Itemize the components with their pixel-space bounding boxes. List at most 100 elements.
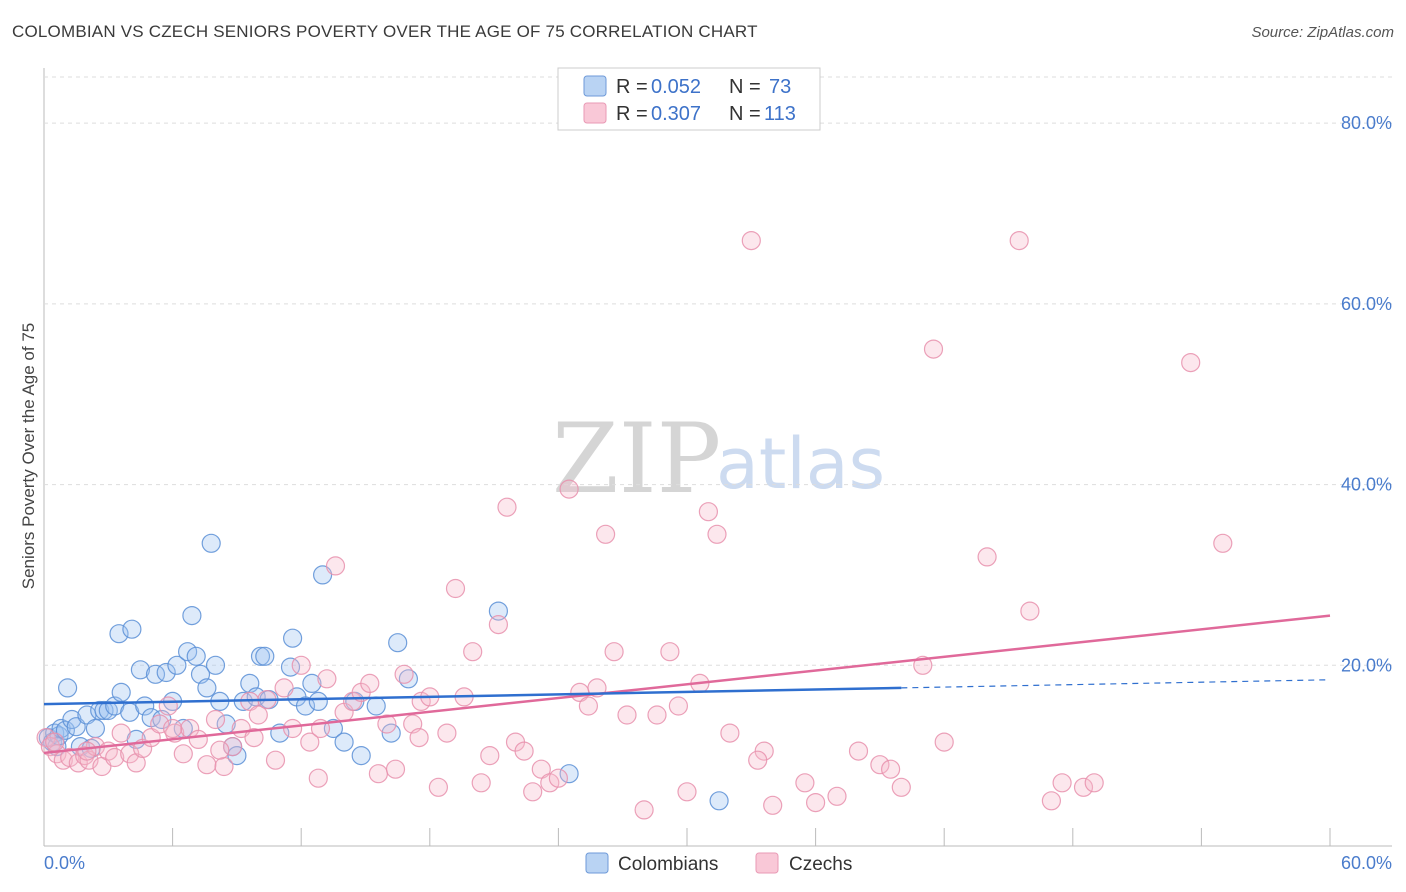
czech-point: [540, 773, 560, 793]
czech-point: [377, 714, 397, 734]
legend-series: Colombians Czechs: [585, 852, 852, 875]
czech-point: [248, 705, 268, 725]
colombian-point: [351, 745, 371, 766]
chart-title: COLOMBIAN VS CZECH SENIORS POVERTY OVER …: [12, 22, 758, 41]
czech-point: [1041, 791, 1062, 811]
czech-point: [634, 800, 654, 820]
czech-point: [977, 547, 997, 567]
czech-point: [214, 756, 234, 777]
bottom-legend-swatch-colombians: [585, 852, 609, 874]
x-tick-label-min: 0.0%: [44, 853, 85, 873]
colombian-point: [559, 764, 579, 784]
y-axis-label: Seniors Poverty Over the Age of 75: [19, 323, 38, 589]
colombian-point: [255, 646, 275, 666]
colombian-point: [381, 723, 401, 743]
colombian-point: [156, 662, 176, 683]
colombian-point: [94, 700, 114, 721]
czech-point: [1181, 353, 1201, 373]
czech-point: [805, 792, 826, 813]
czech-point: [870, 755, 890, 775]
legend-n-label-colombians: N =: [729, 76, 761, 98]
watermark: ZIP atlas: [552, 403, 885, 515]
bottom-legend-label-czechs: Czechs: [789, 854, 852, 875]
czech-point: [1073, 777, 1094, 797]
colombian-point: [167, 655, 187, 675]
legend-r-label-czechs: R =: [616, 103, 648, 125]
x-axis-ticks: [43, 828, 1331, 846]
bottom-legend-swatch-czechs: [755, 852, 779, 874]
czech-point: [595, 524, 616, 544]
watermark-atlas: atlas: [716, 423, 885, 505]
colombian-point: [197, 678, 217, 698]
czech-point: [437, 723, 457, 743]
czech-point: [1213, 533, 1233, 553]
colombian-point: [334, 732, 354, 752]
colombian-point: [388, 633, 408, 653]
colombian-point: [182, 605, 202, 626]
czech-point: [698, 502, 719, 522]
legend-n-label-czechs: N =: [729, 103, 761, 125]
czech-point: [471, 773, 491, 793]
czech-point: [409, 727, 429, 748]
y-tick-label: 80.0%: [1341, 113, 1392, 133]
czechs-trend-line: [43, 614, 1331, 755]
czech-point: [578, 696, 599, 716]
czech-point: [647, 705, 667, 725]
czech-point: [300, 732, 320, 752]
czech-point: [720, 723, 740, 743]
legend-swatch-colombians: [583, 75, 607, 97]
colombian-point: [122, 619, 142, 639]
colombian-point: [178, 642, 198, 662]
czech-point: [741, 231, 761, 251]
czech-point: [210, 740, 230, 760]
czech-point: [548, 768, 569, 788]
czech-point: [445, 578, 466, 599]
legend-stats: R = 0.052 N = 73 R = 0.307 N = 113: [557, 67, 821, 131]
colombian-point: [111, 682, 131, 703]
czech-point: [45, 732, 65, 752]
czech-point: [748, 750, 768, 770]
czech-point: [173, 744, 193, 764]
legend-n-value-czechs: 113: [764, 103, 796, 125]
czech-point: [795, 773, 815, 793]
colombian-point: [488, 601, 508, 621]
colombian-point: [186, 646, 206, 666]
czech-point: [617, 705, 637, 725]
x-tick-label-max: 60.0%: [1341, 853, 1392, 873]
czech-point: [163, 718, 183, 739]
colombian-point: [283, 628, 303, 648]
y-tick-label: 40.0%: [1341, 475, 1392, 495]
czech-point: [660, 642, 680, 662]
colombian-point: [250, 646, 271, 666]
czech-point: [360, 673, 380, 694]
czech-point: [668, 696, 689, 716]
y-tick-label: 60.0%: [1341, 294, 1392, 314]
czech-point: [934, 732, 954, 752]
czech-point: [707, 524, 727, 544]
czech-point: [105, 747, 125, 768]
legend-r-label-colombians: R =: [616, 76, 648, 98]
legend-n-value-colombians: 73: [769, 76, 791, 98]
czech-point: [480, 745, 500, 766]
czech-point: [325, 556, 346, 576]
colombian-point: [709, 791, 729, 811]
czech-point: [891, 777, 911, 797]
czech-point: [111, 723, 131, 743]
colombian-point: [295, 696, 316, 716]
czech-point: [291, 655, 311, 675]
chart-source: Source: ZipAtlas.com: [1251, 24, 1394, 41]
czech-point: [1084, 773, 1104, 793]
czech-point: [1020, 601, 1040, 621]
czech-point: [848, 741, 869, 761]
czech-point: [36, 727, 56, 748]
czech-point: [394, 664, 414, 684]
czech-point: [531, 759, 551, 779]
czech-point: [923, 339, 944, 359]
colombian-point: [302, 673, 322, 694]
czech-point: [205, 709, 226, 730]
czech-point: [188, 729, 208, 750]
czech-point: [428, 777, 448, 797]
czech-point: [463, 642, 483, 662]
czech-point: [677, 782, 697, 802]
